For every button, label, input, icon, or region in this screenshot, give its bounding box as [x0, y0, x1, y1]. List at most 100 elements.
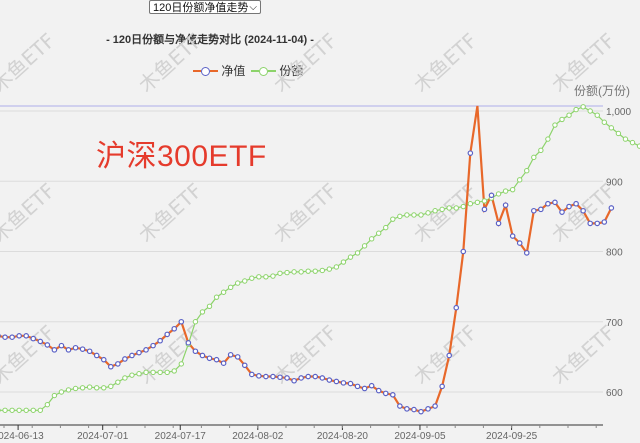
nav-point [178, 318, 185, 325]
legend-item-nav[interactable]: 净值 [193, 62, 245, 79]
shares-point [23, 407, 29, 413]
watermark-text: 木鱼ETF [269, 178, 342, 247]
nav-point [241, 362, 248, 369]
shares-point [227, 284, 234, 291]
shares-point [531, 154, 537, 161]
y-tick-label: 700 [606, 318, 623, 329]
series-points [0, 104, 640, 415]
nav-point [100, 356, 107, 363]
nav-point [509, 233, 516, 239]
shares-point [545, 136, 551, 142]
shares-point [354, 250, 361, 256]
nav-point [79, 346, 86, 352]
shares-point [566, 112, 572, 118]
shares-point [72, 385, 79, 392]
nav-point [256, 373, 262, 379]
nav-point [523, 250, 530, 256]
shares-point [425, 210, 431, 216]
nav-point [411, 406, 417, 413]
chart-range-select[interactable]: 120日份额净值走势 ⌵ [149, 0, 261, 14]
nav-point [129, 352, 135, 359]
nav-point [249, 371, 255, 378]
watermark-text: 木鱼ETF [0, 178, 60, 247]
nav-point [220, 360, 227, 366]
nav-point [566, 203, 572, 210]
shares-point [453, 205, 459, 211]
shares-point [101, 385, 107, 391]
nav-point [368, 382, 375, 389]
shares-point [460, 203, 466, 210]
nav-point [453, 304, 460, 311]
shares-point [220, 289, 227, 295]
shares-point [79, 385, 86, 391]
nav-point [2, 334, 8, 341]
shares-point [446, 205, 452, 211]
legend-item-shares[interactable]: 份额 [251, 62, 303, 79]
nav-point [516, 240, 523, 246]
y-tick-label: 1,000 [606, 107, 631, 118]
shares-point [178, 361, 185, 367]
shares-point [333, 264, 340, 270]
watermark-text: 木鱼ETF [134, 28, 207, 97]
shares-point [206, 303, 213, 309]
legend-label-nav: 净值 [221, 64, 246, 78]
nav-point [270, 373, 276, 380]
shares-point [263, 274, 269, 280]
shares-point [383, 224, 389, 231]
x-tick-label: 2024-09-25 [486, 431, 538, 442]
shares-point [390, 216, 396, 222]
shares-point [608, 125, 615, 131]
shares-point [235, 280, 241, 286]
shares-point [418, 212, 424, 218]
nav-point [573, 200, 579, 207]
shares-point [2, 407, 8, 413]
nav-point [72, 344, 79, 351]
nav-point [425, 406, 431, 412]
y-axis-unit: 份额(万份) [574, 84, 630, 98]
x-tick-label: 2024-06-13 [0, 431, 44, 442]
y-tick-label: 600 [606, 388, 623, 399]
x-tick-label: 2024-09-05 [394, 431, 446, 442]
nav-point [206, 355, 213, 362]
nav-point [298, 375, 304, 381]
nav-point [227, 351, 234, 358]
shares-point [601, 119, 607, 125]
nav-point [552, 199, 558, 206]
nav-point [44, 342, 51, 348]
shares-point [326, 266, 333, 272]
nav-point [136, 349, 142, 356]
shares-point [580, 104, 586, 110]
nav-point [354, 383, 361, 390]
nav-point [192, 348, 199, 355]
nav-point [488, 192, 495, 199]
nav-point [51, 347, 58, 353]
shares-point [213, 294, 220, 300]
nav-point [333, 378, 340, 385]
nav-point [326, 377, 333, 383]
shares-point [432, 208, 438, 214]
nav-point [467, 150, 474, 156]
nav-point [439, 383, 445, 390]
shares-point [37, 407, 43, 413]
nav-point [263, 373, 269, 380]
x-tick-label: 2024-07-01 [77, 431, 129, 442]
shares-point [495, 191, 502, 197]
nav-point [122, 356, 128, 362]
legend-label-shares: 份额 [279, 64, 304, 78]
nav-point [213, 356, 220, 363]
nav-point [37, 338, 44, 345]
legend-line-icon [210, 70, 218, 72]
shares-point [108, 383, 114, 390]
nav-point [397, 403, 403, 409]
nav-point [185, 340, 192, 346]
shares-point [594, 112, 600, 118]
nav-point [305, 373, 312, 380]
shares-point [291, 269, 297, 275]
shares-point [192, 319, 199, 325]
nav-point [495, 220, 502, 227]
shares-point [242, 278, 248, 284]
shares-point [129, 372, 135, 378]
chart-title: - 120日份额与净值走势对比 (2024-11-04) - [106, 34, 314, 46]
watermark-text: 木鱼ETF [134, 178, 207, 247]
